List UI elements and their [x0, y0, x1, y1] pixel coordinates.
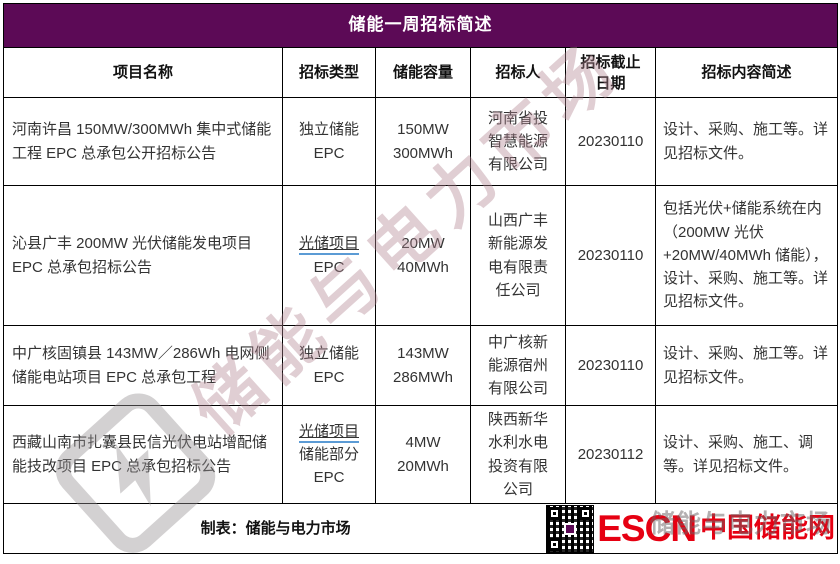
- cell-bidder: 河南省投智慧能源有限公司: [470, 97, 566, 186]
- cell-bidder: 陕西新华水利水电投资有限公司: [470, 405, 566, 504]
- bid-type-line: EPC: [313, 258, 345, 276]
- capacity-power: 143MW: [397, 345, 449, 363]
- table-row: 中广核固镇县 143MW／286Wh 电网侧储能电站项目 EPC 总承包工程 独…: [3, 325, 839, 406]
- cell-project-name: 沁县广丰 200MW 光伏储能发电项目 EPC 总承包招标公告: [3, 185, 283, 326]
- cell-bid-type: 光储项目 EPC: [282, 185, 376, 326]
- col-header-capacity: 储能容量: [375, 47, 471, 98]
- cell-bid-type: 独立储能 EPC: [282, 97, 376, 186]
- table-footer-row: 制表：储能与电力市场 ESCN 中国储能网: [2, 503, 839, 554]
- cell-summary: 包括光伏+储能系统在内（200MW 光伏+20MW/40MWh 储能），设计、采…: [654, 185, 839, 326]
- col-header-project: 项目名称: [3, 47, 283, 98]
- cell-capacity: 20MW 40MWh: [375, 185, 471, 326]
- table-row: 河南许昌 150MW/300MWh 集中式储能工程 EPC 总承包公开招标公告 …: [3, 97, 839, 186]
- escn-logo-text: ESCN: [597, 508, 697, 549]
- table-title: 储能一周招标简述: [2, 3, 839, 48]
- cell-deadline: 20230110: [565, 185, 656, 326]
- bid-type-line: 独立储能: [298, 345, 359, 363]
- cell-project-name: 西藏山南市扎囊县民信光伏电站增配储能技改项目 EPC 总承包招标公告: [3, 405, 283, 504]
- cell-capacity: 143MW 286MWh: [375, 325, 471, 406]
- capacity-energy: 286MWh: [392, 368, 454, 386]
- bid-type-line: 储能部分: [298, 445, 359, 463]
- col-header-type: 招标类型: [282, 47, 376, 98]
- cell-bidder: 中广核新能源宿州有限公司: [470, 325, 566, 406]
- cell-project-name: 河南许昌 150MW/300MWh 集中式储能工程 EPC 总承包公开招标公告: [3, 97, 283, 186]
- escn-logo: ESCN 中国储能网: [546, 504, 837, 553]
- escn-logo-cn-text: 中国储能网: [700, 513, 836, 543]
- credit-text: 制表：储能与电力市场: [200, 519, 351, 537]
- capacity-power: 4MW: [405, 434, 441, 452]
- cell-bid-type: 光储项目 储能部分 EPC: [282, 405, 376, 504]
- table-row: 沁县广丰 200MW 光伏储能发电项目 EPC 总承包招标公告 光储项目 EPC…: [3, 185, 839, 326]
- table-title-row: 储能一周招标简述: [2, 3, 839, 48]
- cell-project-name: 中广核固镇县 143MW／286Wh 电网侧储能电站项目 EPC 总承包工程: [3, 325, 283, 406]
- cell-summary: 设计、采购、施工等。详见招标文件。: [654, 325, 839, 406]
- bid-type-link[interactable]: 光储项目: [298, 235, 359, 256]
- table-row: 西藏山南市扎囊县民信光伏电站增配储能技改项目 EPC 总承包招标公告 光储项目 …: [3, 405, 839, 504]
- bid-type-line: EPC: [313, 469, 345, 487]
- cell-bid-type: 独立储能 EPC: [282, 325, 376, 406]
- cell-bidder: 山西广丰新能源发电有限责任公司: [470, 185, 566, 326]
- cell-summary: 设计、采购、施工等。详见招标文件。: [654, 97, 839, 186]
- bid-type-link[interactable]: 光储项目: [298, 422, 359, 443]
- capacity-energy: 300MWh: [392, 144, 454, 162]
- table-header-row: 项目名称 招标类型 储能容量 招标人 招标截止日期 招标内容简述: [3, 47, 839, 98]
- col-header-summary: 招标内容简述: [654, 47, 839, 98]
- cell-deadline: 20230110: [565, 97, 656, 186]
- bid-type-line: EPC: [313, 144, 345, 162]
- col-header-deadline: 招标截止日期: [565, 47, 656, 98]
- cell-summary: 设计、采购、施工、调等。详见招标文件。: [654, 405, 839, 504]
- bid-type-line: 独立储能: [298, 121, 359, 139]
- capacity-energy: 20MWh: [397, 457, 449, 475]
- cell-deadline: 20230110: [565, 325, 656, 406]
- capacity-power: 20MW: [401, 235, 445, 253]
- col-header-bidder: 招标人: [470, 47, 566, 98]
- capacity-energy: 40MWh: [397, 258, 449, 276]
- cell-capacity: 150MW 300MWh: [375, 97, 471, 186]
- qr-code-icon: [546, 504, 595, 553]
- cell-deadline: 20230112: [565, 405, 656, 504]
- bid-summary-table: 储能一周招标简述 项目名称 招标类型 储能容量 招标人 招标截止日期 招标内容简…: [2, 3, 839, 554]
- bid-type-line: EPC: [313, 368, 345, 386]
- capacity-power: 150MW: [397, 121, 449, 139]
- cell-capacity: 4MW 20MWh: [375, 405, 471, 504]
